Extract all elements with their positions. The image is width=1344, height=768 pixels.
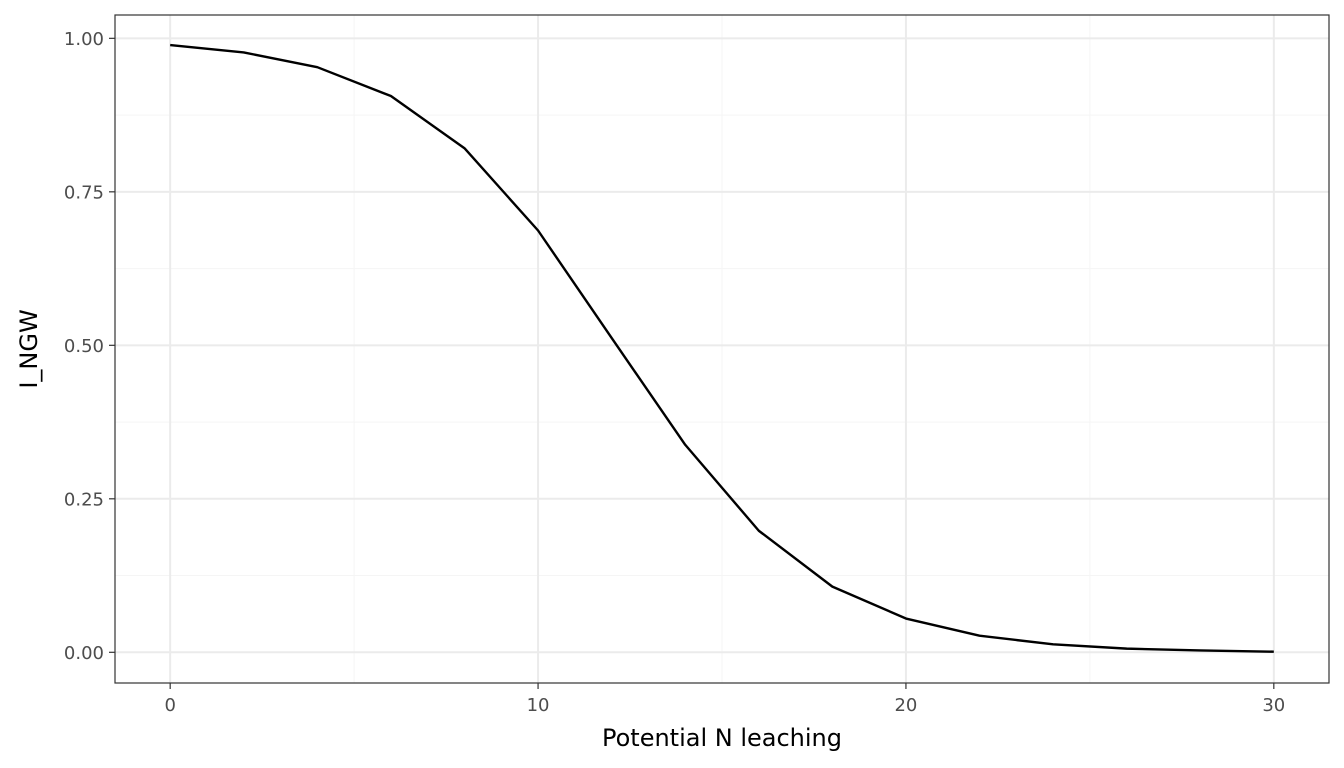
- y-tick-label: 0.75: [64, 182, 104, 203]
- x-tick-label: 20: [894, 695, 917, 716]
- x-axis-title: Potential N leaching: [602, 724, 842, 752]
- major-gridlines: [115, 15, 1329, 683]
- y-tick-label: 0.25: [64, 489, 104, 510]
- x-tick-label: 0: [164, 695, 175, 716]
- x-tick-label: 10: [527, 695, 550, 716]
- series-line: [170, 43, 1274, 653]
- x-tick-label: 30: [1262, 695, 1285, 716]
- y-tick-label: 1.00: [64, 29, 104, 50]
- y-tick-label: 0.50: [64, 336, 104, 357]
- plot-panel-border: [114, 14, 1330, 684]
- y-axis-title: I_NGW: [15, 309, 43, 388]
- minor-gridlines: [115, 15, 1329, 683]
- axis-ticks: 0 10 20 30 0.00 0.25 0.50 0.75 1.00: [64, 29, 1285, 716]
- series-layer: [170, 43, 1274, 653]
- y-tick-label: 0.00: [64, 643, 104, 664]
